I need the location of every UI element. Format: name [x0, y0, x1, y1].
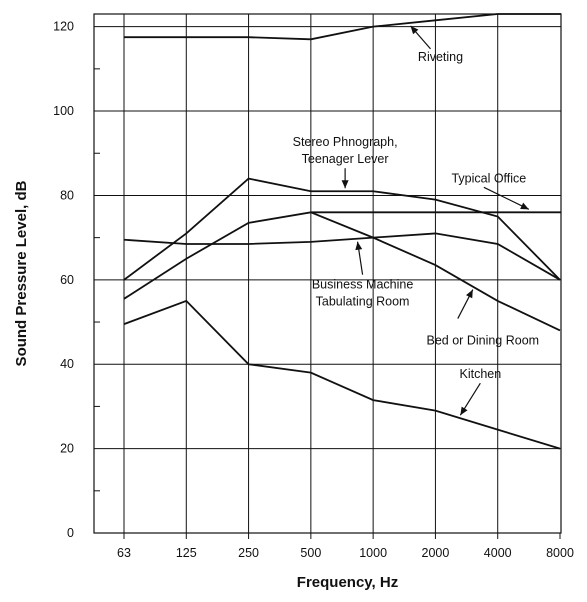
annotation-arrowhead — [520, 202, 529, 210]
tick-labels: 63 125 250 500 1000 2000 4000 8000 0 20 40 60 80 100 1… — [53, 20, 574, 560]
x-tick-label: 4000 — [484, 546, 512, 560]
x-tick-label: 500 — [300, 546, 321, 560]
y-tick-label: 60 — [60, 273, 74, 287]
annotation-label: Tabulating Room — [316, 295, 410, 309]
annotations: Riveting Stereo Phnograph, Teenager Lever T… — [293, 25, 540, 416]
x-tick-label: 1000 — [359, 546, 387, 560]
annotation-arrowhead — [355, 241, 363, 251]
annotation-leader — [483, 186, 530, 210]
annotation-label: Typical Office — [451, 171, 526, 185]
annotation-label: Teenager Lever — [302, 152, 389, 166]
annotation-arrowhead — [341, 180, 349, 189]
x-tick-label: 63 — [117, 546, 131, 560]
y-axis-title: Sound Pressure Level, dB — [13, 180, 30, 366]
grid — [94, 14, 561, 539]
y-tick-label: 40 — [60, 357, 74, 371]
annotation-label: Stereo Phnograph, — [293, 135, 398, 149]
annotation-label: Kitchen — [459, 367, 501, 381]
annotation-label: Bed or Dining Room — [427, 334, 540, 348]
y-tick-label: 20 — [60, 442, 74, 456]
y-tick-label: 0 — [67, 526, 74, 540]
x-axis-title: Frequency, Hz — [297, 574, 398, 591]
x-tick-label: 250 — [238, 546, 259, 560]
annotation-arrowhead — [410, 25, 419, 35]
annotation-label: Business Machine — [312, 278, 413, 292]
series-line-1 — [123, 177, 561, 281]
annotation-arrowhead — [466, 289, 473, 299]
plot-frame — [93, 13, 562, 534]
x-tick-label: 2000 — [422, 546, 450, 560]
series-line-4 — [123, 211, 561, 332]
x-tick-label: 125 — [176, 546, 197, 560]
annotation-arrowhead — [460, 406, 468, 416]
y-tick-label: 100 — [53, 104, 74, 118]
y-tick-label: 80 — [60, 188, 74, 202]
series-lines — [123, 13, 561, 450]
series-line-3 — [123, 232, 561, 281]
x-tick-label: 8000 — [546, 546, 574, 560]
y-tick-label: 120 — [53, 20, 74, 34]
series-line-5 — [123, 299, 561, 450]
annotation-label: Riveting — [418, 50, 463, 64]
